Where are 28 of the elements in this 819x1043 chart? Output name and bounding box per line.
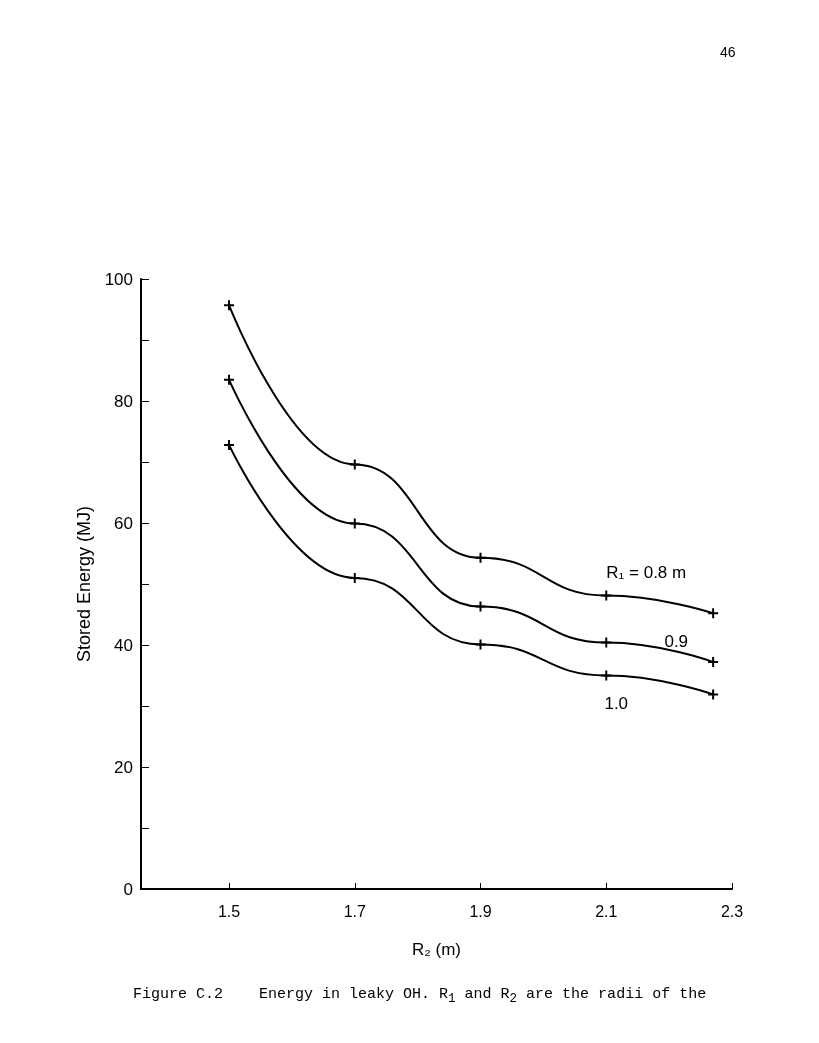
y-tick-label: 40 — [114, 635, 133, 655]
x-tick-label: 2.1 — [595, 902, 618, 920]
point — [600, 589, 613, 602]
text: 46 — [720, 44, 736, 60]
y-tick-label: 80 — [114, 391, 133, 411]
point — [707, 607, 720, 620]
point — [474, 600, 487, 613]
point — [474, 638, 487, 651]
x-tick-label: 2.3 — [720, 902, 744, 920]
series-label: 1.0 — [604, 693, 629, 713]
x-axis-title: R₂ (m) — [411, 940, 462, 959]
point — [348, 458, 361, 471]
x-tick-label: 1.5 — [217, 902, 241, 920]
y-tick-label: 60 — [114, 513, 133, 533]
text: Figure C.2 Energy in leaky OH. R$_{1}$ and R$_{2}$ are the radii of the — [133, 986, 707, 1006]
series-label: 0.9 — [664, 631, 689, 651]
y-tick-label: 0 — [123, 879, 133, 899]
point — [707, 688, 720, 701]
y-tick-label: 100 — [104, 269, 133, 289]
series-label: R₁ = 0.8 m — [606, 562, 687, 582]
point — [600, 636, 613, 649]
point — [474, 551, 487, 564]
y-tick-label: 20 — [114, 757, 133, 777]
y-axis-title: Stored Energy (MJ) — [74, 505, 94, 663]
x-tick-label: 1.9 — [469, 902, 492, 920]
x-tick-label: 1.7 — [343, 902, 366, 920]
point — [600, 669, 613, 682]
point — [348, 517, 361, 530]
